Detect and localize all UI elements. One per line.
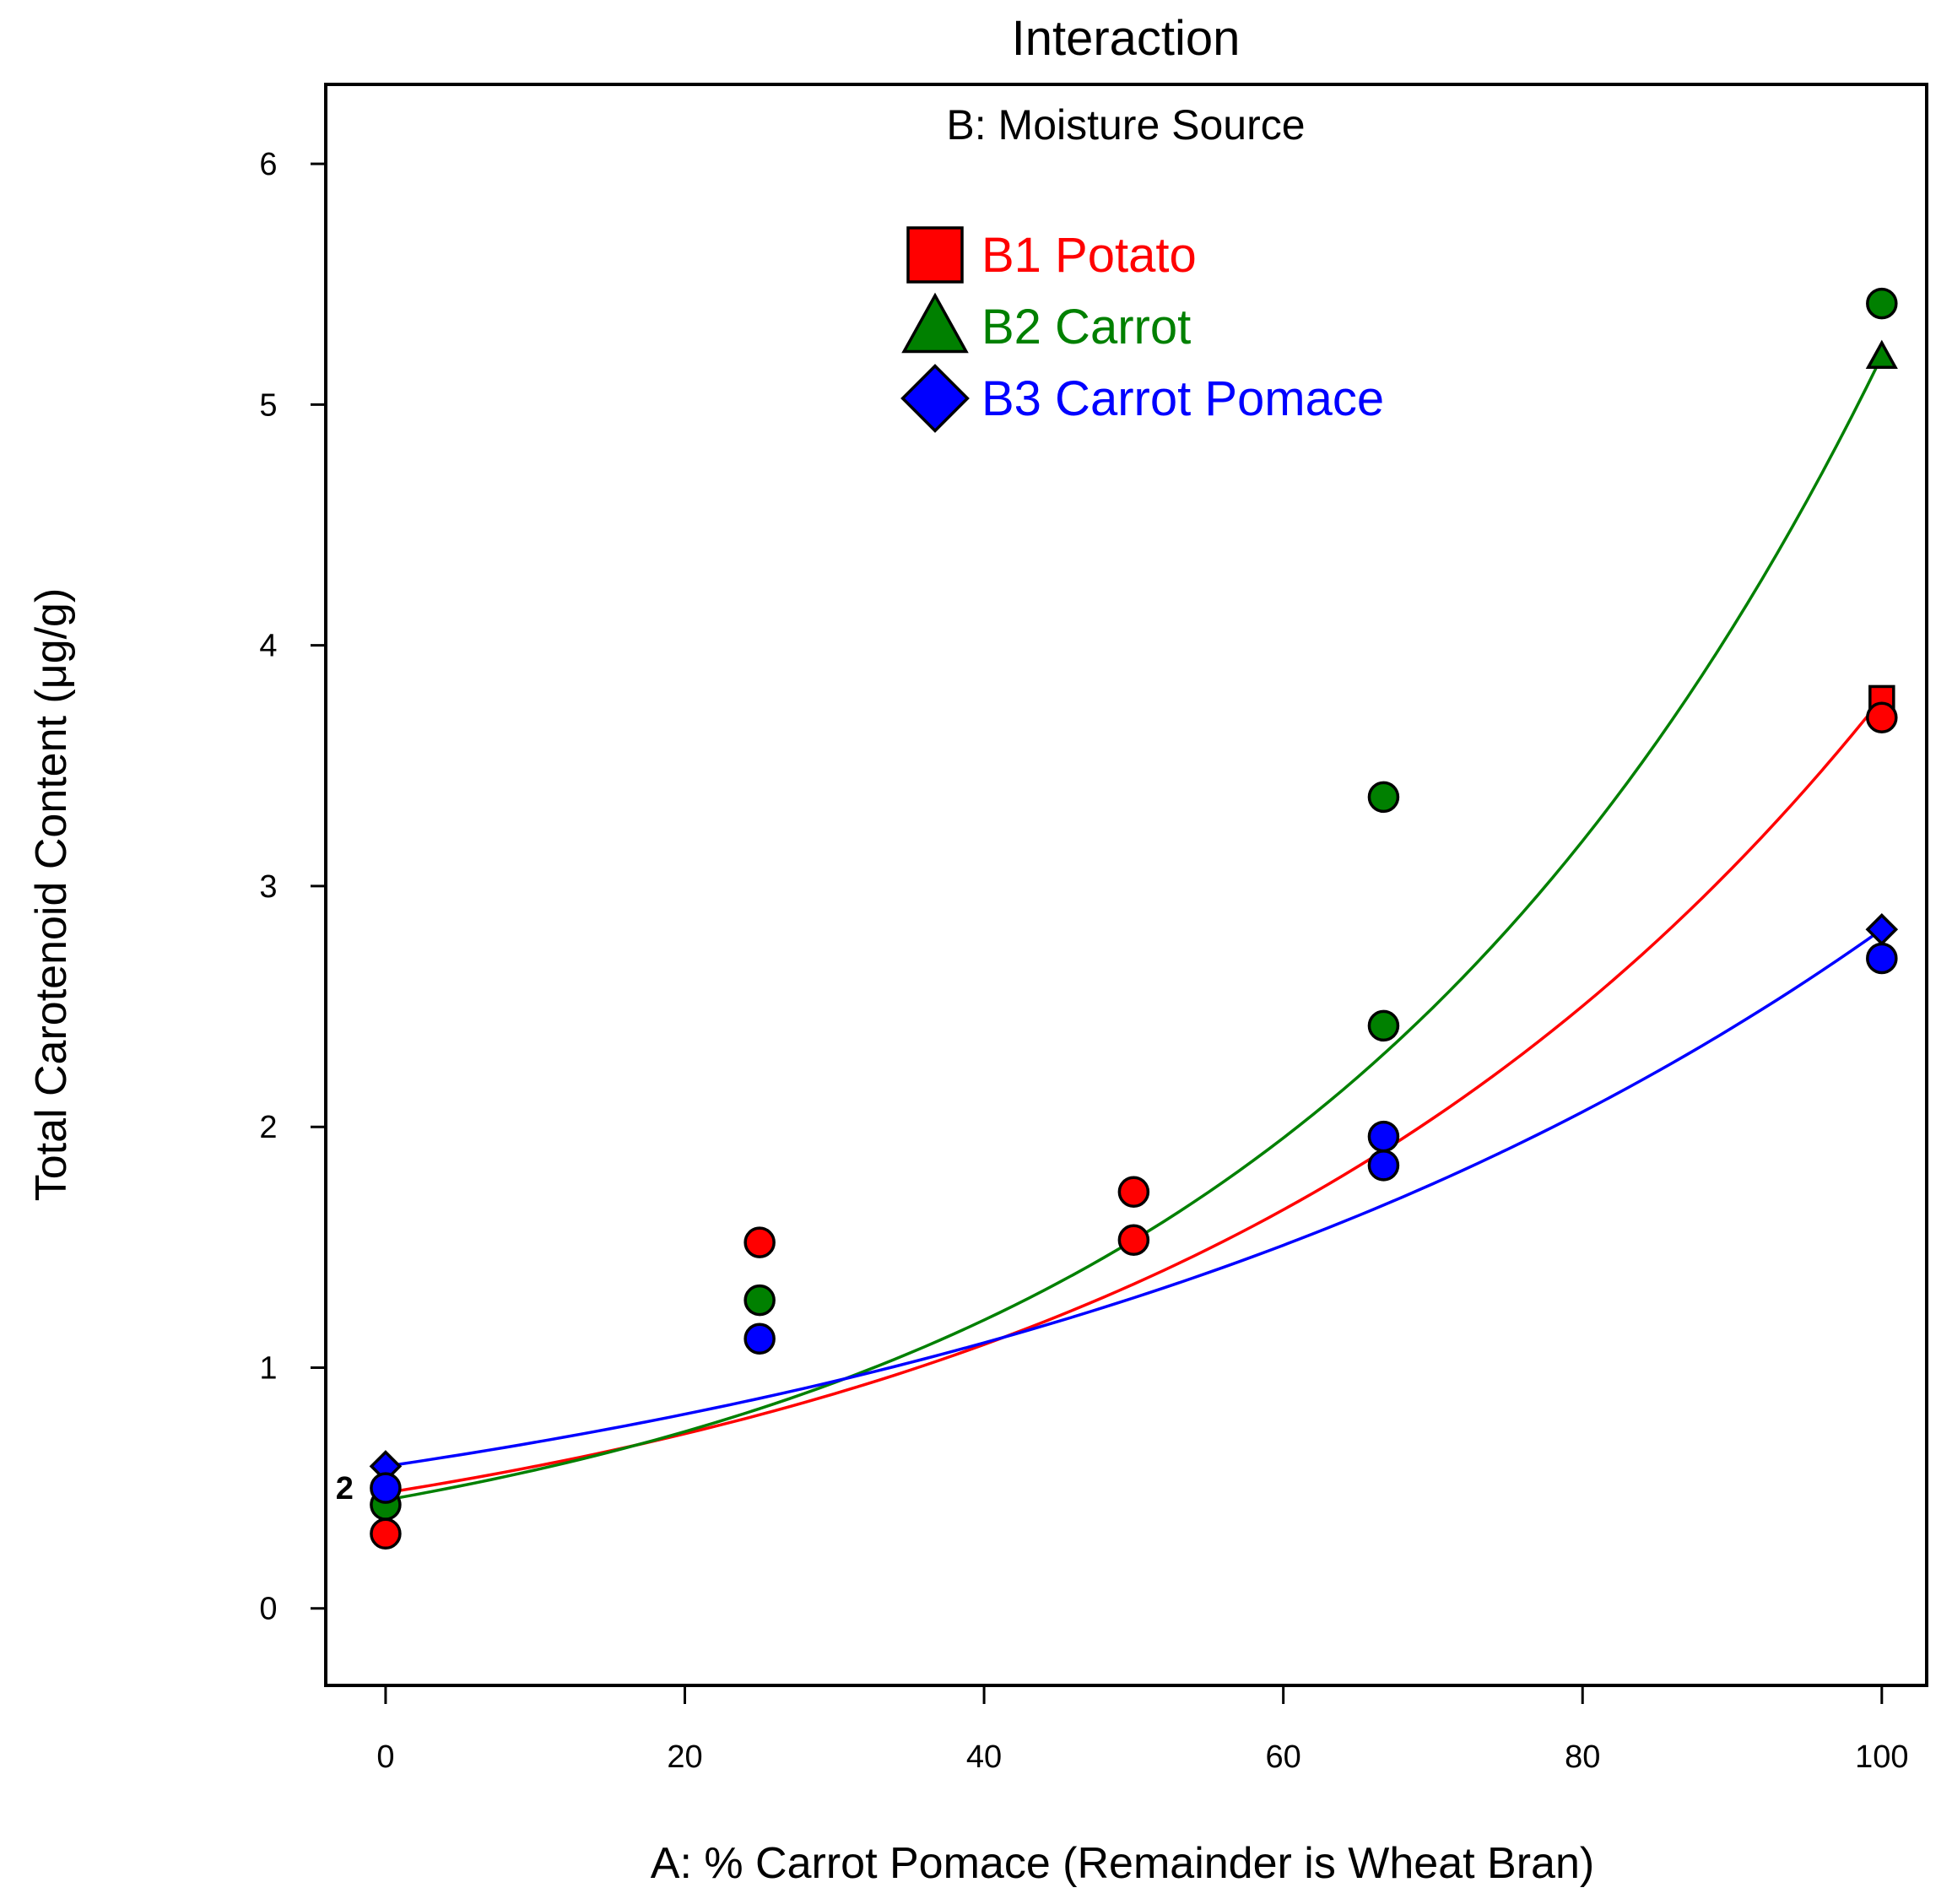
- observed-point: [1866, 287, 1898, 320]
- observed-point: [1367, 1009, 1400, 1042]
- chart-subtitle: B: Moisture Source: [946, 101, 1305, 149]
- annotations: 2: [336, 1471, 354, 1506]
- observed-point: [1117, 1176, 1150, 1208]
- observed-point: [743, 1284, 776, 1317]
- fit-line: [385, 355, 1884, 1502]
- observed-point: [1367, 781, 1400, 814]
- y-tick-label: 1: [259, 1350, 277, 1386]
- x-tick-label: 60: [1266, 1739, 1301, 1775]
- x-tick-label: 20: [667, 1739, 702, 1775]
- legend-marker: [900, 364, 970, 433]
- legend-label: B3 Carrot Pomace: [981, 371, 1384, 426]
- predicted-marker: [1865, 339, 1898, 369]
- observed-point: [370, 1472, 402, 1504]
- y-tick-label: 6: [259, 147, 277, 182]
- y-tick-label: 5: [259, 387, 277, 423]
- legend-label: B1 Potato: [981, 228, 1197, 283]
- y-axis-label: Total Carotenoid Content (μg/g): [27, 588, 76, 1202]
- x-tick-label: 100: [1855, 1739, 1908, 1775]
- legend: B1 Potato B2 Carrot B3 Carrot Pomace: [900, 226, 1384, 433]
- observed-point: [1117, 1224, 1150, 1257]
- fit-line: [385, 697, 1884, 1495]
- legend-marker: [906, 226, 964, 284]
- observed-point: [1367, 1149, 1400, 1182]
- y-tick-label: 3: [259, 869, 277, 905]
- observed-point: [743, 1323, 776, 1355]
- data-points: [369, 287, 1899, 1550]
- legend-label: B2 Carrot: [981, 300, 1191, 354]
- y-tick-label: 0: [259, 1592, 277, 1627]
- x-tick-label: 40: [966, 1739, 1002, 1775]
- predicted-marker: [1865, 912, 1899, 946]
- observed-point: [743, 1226, 776, 1258]
- replicate-count-label: 2: [336, 1471, 354, 1506]
- x-tick-label: 80: [1565, 1739, 1600, 1775]
- fit-line: [385, 928, 1883, 1469]
- legend-marker: [901, 292, 969, 354]
- y-tick-label: 4: [259, 629, 277, 664]
- x-tick-label: 0: [376, 1739, 394, 1775]
- chart-title: Interaction: [1012, 11, 1241, 66]
- x-axis-label: A: % Carrot Pomace (Remainder is Wheat B…: [651, 1839, 1594, 1888]
- observed-point: [1866, 701, 1898, 733]
- observed-point: [370, 1517, 402, 1550]
- observed-point: [1367, 1120, 1400, 1153]
- y-tick-label: 2: [259, 1110, 277, 1145]
- observed-point: [1866, 942, 1898, 975]
- fit-lines: [385, 355, 1884, 1502]
